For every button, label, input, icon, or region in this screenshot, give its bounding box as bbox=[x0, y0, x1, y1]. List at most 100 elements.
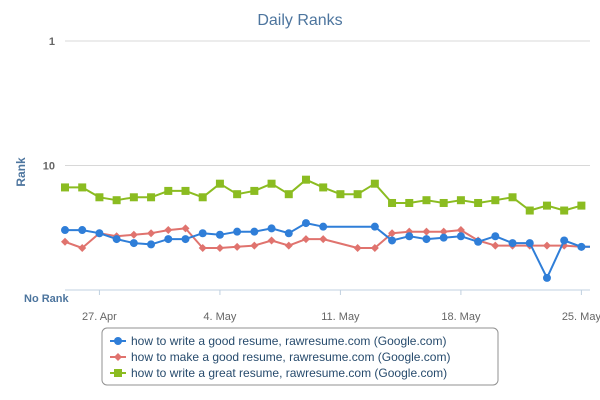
data-point bbox=[542, 201, 551, 210]
data-point bbox=[560, 236, 569, 245]
data-point bbox=[147, 229, 156, 238]
data-point bbox=[353, 190, 362, 199]
data-point bbox=[422, 235, 431, 244]
data-point bbox=[129, 193, 138, 202]
data-point bbox=[542, 241, 551, 250]
data-point bbox=[301, 175, 310, 184]
data-point bbox=[129, 239, 138, 248]
data-point bbox=[250, 241, 259, 250]
x-tick-label: 27. Apr bbox=[82, 311, 117, 323]
data-point bbox=[577, 201, 586, 210]
data-point bbox=[319, 222, 328, 231]
legend-marker bbox=[114, 369, 122, 377]
data-point bbox=[112, 235, 121, 244]
data-point bbox=[474, 198, 483, 207]
data-point bbox=[250, 186, 259, 195]
data-point bbox=[491, 232, 500, 241]
data-point bbox=[456, 196, 465, 205]
x-tick-label: 11. May bbox=[321, 311, 360, 323]
legend-item[interactable]: how to write a good resume, rawresume.co… bbox=[110, 334, 446, 348]
data-point bbox=[456, 226, 465, 235]
data-point bbox=[267, 236, 276, 245]
data-point bbox=[370, 222, 379, 231]
data-point bbox=[78, 183, 87, 192]
data-point bbox=[370, 244, 379, 253]
legend-label: how to write a good resume, rawresume.co… bbox=[131, 334, 446, 348]
data-point bbox=[129, 230, 138, 239]
data-point bbox=[474, 237, 483, 246]
data-point bbox=[215, 230, 224, 239]
data-point bbox=[422, 196, 431, 205]
data-point bbox=[61, 183, 69, 192]
data-point bbox=[78, 244, 87, 253]
legend-item[interactable]: how to write a great resume, rawresume.c… bbox=[110, 366, 447, 380]
data-point bbox=[61, 226, 69, 235]
legend-box bbox=[101, 327, 499, 386]
data-point bbox=[301, 219, 310, 228]
data-point bbox=[284, 241, 293, 250]
no-rank-label: No Rank bbox=[24, 293, 70, 305]
series-layer bbox=[61, 175, 590, 282]
data-point bbox=[439, 233, 448, 242]
data-point bbox=[577, 242, 586, 251]
data-point bbox=[267, 179, 276, 188]
data-point bbox=[147, 240, 156, 249]
data-point bbox=[301, 235, 310, 244]
data-point bbox=[439, 227, 448, 236]
data-point bbox=[164, 226, 173, 235]
data-point bbox=[233, 227, 242, 236]
chart-title: Daily Ranks bbox=[257, 12, 342, 29]
data-point bbox=[112, 196, 121, 205]
legend-marker bbox=[114, 353, 122, 361]
data-point bbox=[164, 235, 173, 244]
legend[interactable]: how to write a good resume, rawresume.co… bbox=[101, 327, 499, 386]
data-point bbox=[147, 193, 156, 202]
data-point bbox=[233, 242, 242, 251]
data-point bbox=[336, 190, 345, 199]
series-3 bbox=[61, 175, 586, 215]
data-point bbox=[542, 273, 551, 282]
data-point bbox=[78, 226, 87, 235]
x-axis: 27. Apr 4. May 11. May 18. May 25. May bbox=[82, 290, 600, 323]
data-point bbox=[198, 244, 207, 253]
series-1 bbox=[61, 219, 590, 282]
series-line bbox=[65, 222, 590, 279]
data-point bbox=[319, 183, 328, 192]
data-point bbox=[508, 193, 517, 202]
data-point bbox=[491, 196, 500, 205]
data-point bbox=[439, 198, 448, 207]
legend-marker bbox=[114, 337, 122, 345]
legend-item[interactable]: how to make a good resume, rawresume.com… bbox=[110, 350, 450, 364]
data-point bbox=[508, 239, 517, 248]
y-tick-label: 10 bbox=[43, 161, 55, 173]
data-point bbox=[388, 236, 397, 245]
data-point bbox=[198, 229, 207, 238]
data-point bbox=[405, 198, 414, 207]
grid: 1 10 bbox=[43, 36, 590, 291]
data-point bbox=[456, 232, 465, 241]
data-point bbox=[284, 190, 293, 199]
legend-label: how to make a good resume, rawresume.com… bbox=[131, 350, 450, 364]
data-point bbox=[267, 224, 276, 233]
data-point bbox=[388, 229, 397, 238]
data-point bbox=[525, 239, 534, 248]
data-point bbox=[250, 227, 259, 236]
data-point bbox=[491, 241, 500, 250]
data-point bbox=[181, 224, 190, 233]
data-point bbox=[284, 229, 293, 238]
data-point bbox=[215, 244, 224, 253]
data-point bbox=[422, 227, 431, 236]
x-tick-label: 18. May bbox=[441, 311, 481, 323]
data-point bbox=[215, 179, 224, 188]
data-point bbox=[560, 206, 569, 215]
data-point bbox=[353, 244, 362, 253]
data-point bbox=[95, 193, 104, 202]
data-point bbox=[319, 235, 328, 244]
y-tick-label: 1 bbox=[49, 36, 55, 48]
data-point bbox=[198, 193, 207, 202]
data-point bbox=[61, 237, 69, 246]
data-point bbox=[233, 190, 242, 199]
y-axis-label: Rank bbox=[14, 157, 28, 187]
